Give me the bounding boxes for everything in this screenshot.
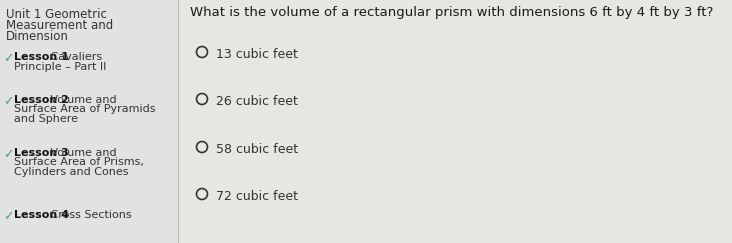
Text: 26 cubic feet: 26 cubic feet bbox=[216, 95, 298, 108]
Bar bbox=[0, 0, 178, 243]
Text: ✓: ✓ bbox=[3, 95, 13, 108]
Text: Measurement and: Measurement and bbox=[6, 19, 113, 32]
Text: Volume and: Volume and bbox=[48, 148, 117, 158]
Text: Principle – Part II: Principle – Part II bbox=[14, 61, 106, 71]
Text: ✓: ✓ bbox=[3, 148, 13, 161]
Text: Lesson 1: Lesson 1 bbox=[14, 52, 69, 62]
Text: Cross Sections: Cross Sections bbox=[48, 210, 132, 220]
Text: 13 cubic feet: 13 cubic feet bbox=[216, 48, 298, 61]
Text: Lesson 4: Lesson 4 bbox=[14, 210, 69, 220]
Text: ✓: ✓ bbox=[3, 210, 13, 223]
Text: Lesson 3: Lesson 3 bbox=[14, 148, 69, 158]
Text: Cavaliers: Cavaliers bbox=[48, 52, 102, 62]
Text: Dimension: Dimension bbox=[6, 30, 69, 43]
Text: Volume and: Volume and bbox=[48, 95, 117, 105]
Text: ✓: ✓ bbox=[3, 52, 13, 65]
Text: 72 cubic feet: 72 cubic feet bbox=[216, 190, 298, 203]
Text: and Sphere: and Sphere bbox=[14, 114, 78, 124]
Text: What is the volume of a rectangular prism with dimensions 6 ft by 4 ft by 3 ft?: What is the volume of a rectangular pris… bbox=[190, 6, 714, 19]
Text: Unit 1 Geometric: Unit 1 Geometric bbox=[6, 8, 107, 21]
Text: Surface Area of Prisms,: Surface Area of Prisms, bbox=[14, 157, 144, 167]
Text: 58 cubic feet: 58 cubic feet bbox=[216, 143, 298, 156]
Text: Cylinders and Cones: Cylinders and Cones bbox=[14, 167, 129, 177]
Text: Lesson 2: Lesson 2 bbox=[14, 95, 69, 105]
Text: Surface Area of Pyramids: Surface Area of Pyramids bbox=[14, 104, 155, 114]
